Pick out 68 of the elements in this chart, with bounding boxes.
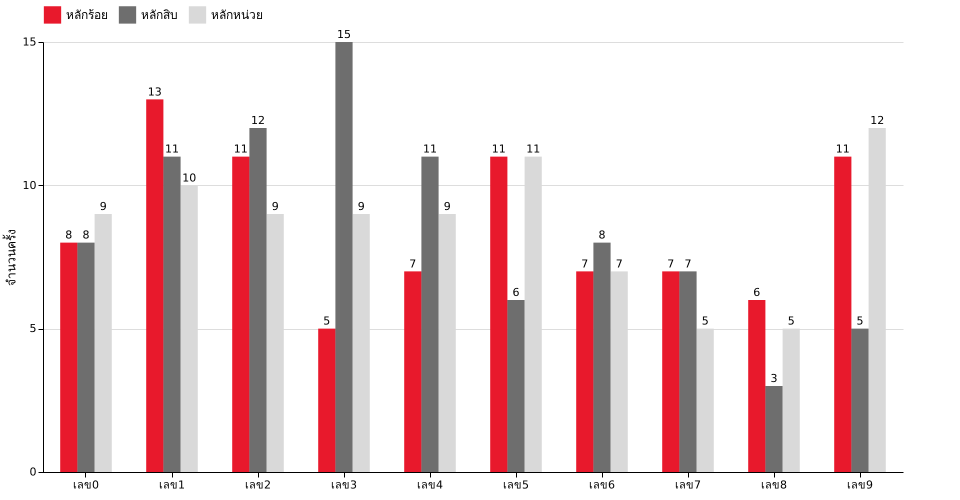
data-label: 7 <box>409 257 416 270</box>
data-label: 7 <box>581 257 588 270</box>
data-label: 9 <box>100 200 107 213</box>
bar <box>765 386 783 472</box>
data-label: 12 <box>870 114 884 127</box>
data-label: 6 <box>512 286 520 299</box>
y-tick-label: 0 <box>30 466 36 478</box>
y-tick-label: 10 <box>22 178 36 192</box>
bar <box>335 42 353 472</box>
x-tick-label: เลข6 <box>589 478 615 492</box>
legend-label: หลักหน่วย <box>211 8 263 22</box>
data-label: 7 <box>616 257 623 270</box>
x-tick-label: เลข3 <box>331 478 357 492</box>
data-label: 3 <box>770 372 778 385</box>
data-label: 11 <box>423 142 437 156</box>
bar <box>163 156 181 472</box>
data-label: 13 <box>148 85 162 98</box>
data-label: 8 <box>65 228 72 242</box>
x-tick-label: เลข2 <box>245 478 271 492</box>
data-label: 5 <box>323 314 330 328</box>
bar <box>593 242 611 472</box>
x-tick-label: เลข0 <box>73 478 99 492</box>
bar <box>318 328 336 472</box>
legend-label: หลักร้อย <box>66 8 108 22</box>
data-label: 11 <box>836 142 850 156</box>
data-label: 9 <box>272 200 279 213</box>
bar <box>662 271 680 472</box>
data-label: 5 <box>856 314 864 328</box>
data-label: 9 <box>444 200 451 213</box>
data-label: 12 <box>251 114 265 127</box>
bar <box>576 271 594 472</box>
data-label: 15 <box>337 28 351 41</box>
bar <box>851 328 869 472</box>
data-label: 8 <box>598 228 606 242</box>
bar <box>60 242 78 472</box>
data-label: 11 <box>234 142 248 156</box>
data-label: 8 <box>82 228 90 242</box>
x-tick-label: เลข1 <box>159 478 185 492</box>
bar <box>490 156 508 472</box>
legend-label: หลักสิบ <box>141 8 178 22</box>
data-label: 11 <box>492 142 506 156</box>
data-label: 11 <box>165 142 179 156</box>
data-label: 7 <box>684 257 692 270</box>
data-label: 5 <box>788 314 795 328</box>
y-tick-label: 15 <box>22 36 36 48</box>
bar <box>507 300 525 472</box>
data-label: 6 <box>753 286 760 299</box>
y-axis-title: จำนวนครั้ง <box>2 229 19 286</box>
bar <box>421 156 439 472</box>
x-tick-label: เลข4 <box>417 478 443 492</box>
data-label: 10 <box>182 171 196 184</box>
data-label: 11 <box>526 142 540 156</box>
bar <box>679 271 697 472</box>
bar <box>748 300 766 472</box>
x-tick-label: เลข7 <box>675 478 701 492</box>
bar <box>834 156 852 472</box>
x-tick-label: เลข5 <box>503 478 529 492</box>
bar <box>77 242 95 472</box>
data-label: 5 <box>702 314 709 328</box>
bar <box>232 156 250 472</box>
x-tick-label: เลข8 <box>761 478 787 492</box>
y-tick-label: 5 <box>30 322 36 336</box>
x-tick-label: เลข9 <box>847 478 873 492</box>
bar <box>249 128 267 472</box>
bar <box>146 99 164 472</box>
data-label: 9 <box>358 200 365 213</box>
data-label: 7 <box>667 257 674 270</box>
bar <box>404 271 422 472</box>
